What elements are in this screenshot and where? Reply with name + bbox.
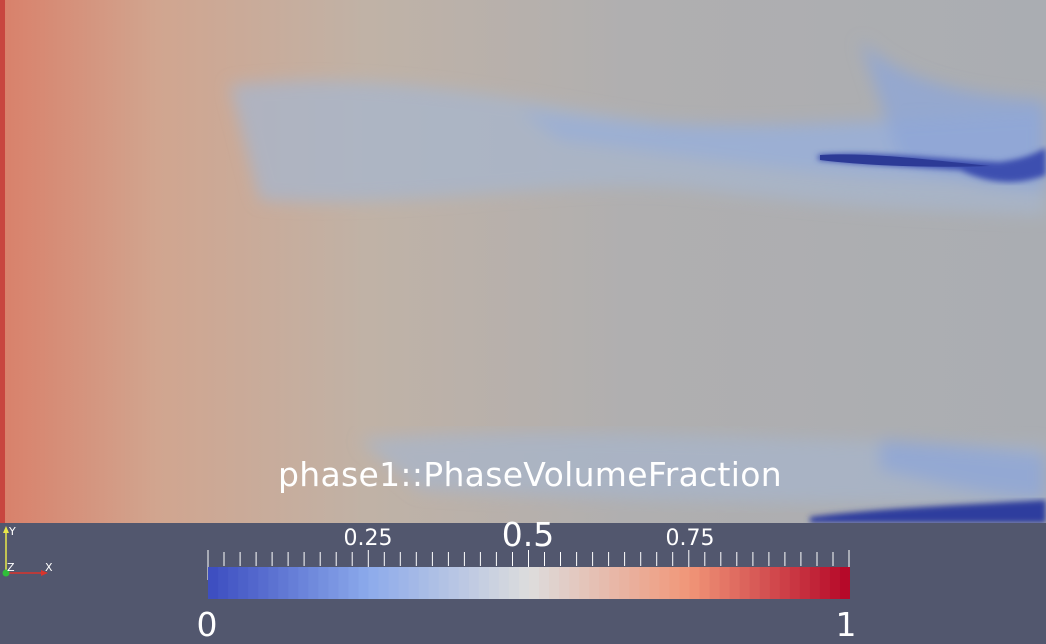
colorbar-band [719, 567, 731, 599]
colorbar[interactable] [208, 567, 850, 599]
colorbar-band [559, 567, 570, 599]
field-title: phase1::PhaseVolumeFraction [278, 455, 782, 494]
lower-low-fraction-band [360, 433, 1046, 505]
lower-void-streak [810, 500, 1046, 523]
colorbar-band [699, 567, 711, 599]
orientation-axes-icon [2, 526, 48, 577]
colorbar-band [679, 567, 691, 599]
colorbar-band [298, 567, 309, 599]
colorbar-band [529, 567, 540, 599]
colorbar-band [779, 567, 791, 599]
colorbar-band [258, 567, 269, 599]
colorbar-band [749, 567, 761, 599]
colorbar-band [318, 567, 329, 599]
colorbar-band [789, 567, 801, 599]
colorbar-band [358, 567, 370, 599]
colorbar-label-max: 1 [835, 605, 857, 644]
colorbar-band [829, 567, 841, 599]
upper-void-core [820, 154, 990, 167]
colorbar-band [629, 567, 640, 599]
colorbar-label-0-25: 0.25 [343, 526, 393, 551]
colorbar-band [599, 567, 610, 599]
colorbar-band [418, 567, 430, 599]
colorbar-band [589, 567, 600, 599]
colorbar-band [308, 567, 319, 599]
colorbar-band [238, 567, 249, 599]
colorbar-label-min: 0 [196, 605, 218, 644]
colorbar-band [248, 567, 259, 599]
axis-z-label: Z [7, 561, 15, 574]
colorbar-band [689, 567, 701, 599]
colorbar-band [378, 567, 390, 599]
y-axis-arrow-icon [3, 526, 9, 533]
colorbar-band [769, 567, 781, 599]
colorbar-band [448, 567, 460, 599]
colorbar-band [569, 567, 580, 599]
colorbar-band [709, 567, 721, 599]
colorbar-band [649, 567, 661, 599]
colorbar-band [609, 567, 620, 599]
colorbar-band [458, 567, 470, 599]
colorbar-band [819, 567, 831, 599]
colorbar-band [809, 567, 821, 599]
colorbar-band [368, 567, 380, 599]
colorbar-band [348, 567, 360, 599]
colorbar-band [639, 567, 650, 599]
colorbar-band [398, 567, 410, 599]
colorbar-band [408, 567, 420, 599]
z-axis-dot-icon [2, 569, 10, 577]
colorbar-band [669, 567, 681, 599]
colorbar-band [619, 567, 630, 599]
colorbar-label-0-5: 0.5 [501, 515, 555, 554]
colorbar-band [759, 567, 771, 599]
colorbar-band [328, 567, 340, 599]
colorbar-band [338, 567, 350, 599]
colorbar-band [278, 567, 289, 599]
axis-x-label: X [45, 561, 53, 574]
colorbar-band [508, 567, 520, 599]
colorbar-label-0-75: 0.75 [665, 526, 715, 551]
colorbar-band [498, 567, 510, 599]
colorbar-band [839, 567, 850, 599]
colorbar-band [488, 567, 500, 599]
colorbar-band [539, 567, 550, 599]
colorbar-band [659, 567, 671, 599]
colorbar-band [288, 567, 299, 599]
colorbar-band [438, 567, 450, 599]
colorbar-band [228, 567, 239, 599]
colorbar-band [739, 567, 751, 599]
inlet-boundary [0, 0, 5, 523]
colorbar-band [518, 567, 530, 599]
colorbar-band [218, 567, 229, 599]
colorbar-band [549, 567, 560, 599]
colorbar-band [799, 567, 811, 599]
colorbar-band [468, 567, 480, 599]
colorbar-band [579, 567, 590, 599]
axis-y-label: Y [9, 525, 16, 538]
colorbar-band [388, 567, 400, 599]
colorbar-band [208, 567, 219, 599]
colorbar-band [428, 567, 440, 599]
colorbar-band [729, 567, 741, 599]
colorbar-band [268, 567, 279, 599]
x-axis-arrow-icon [41, 570, 48, 576]
colorbar-band [478, 567, 490, 599]
